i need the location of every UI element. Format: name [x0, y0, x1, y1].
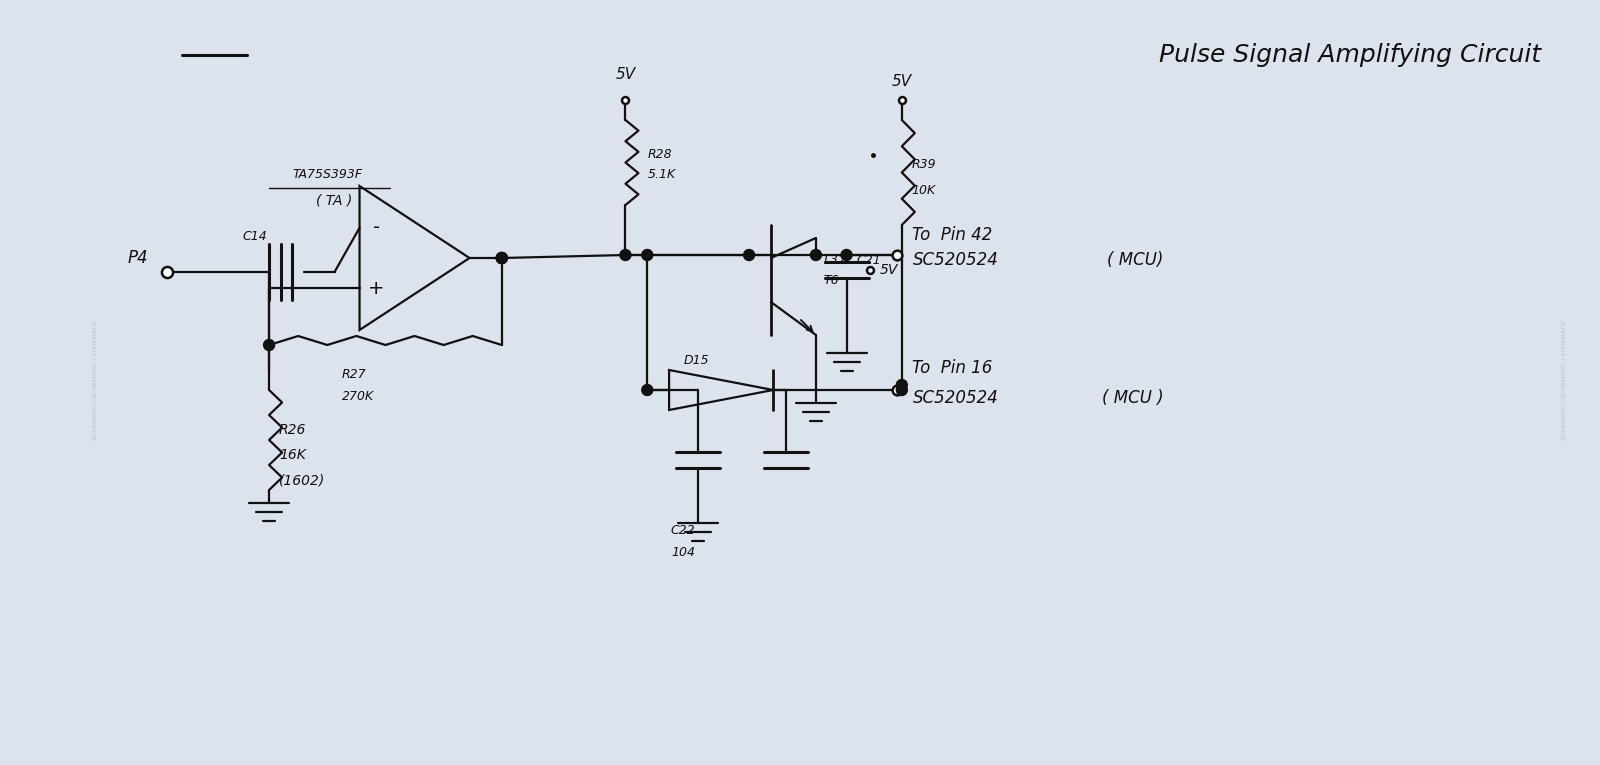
Circle shape: [842, 249, 853, 261]
Circle shape: [496, 252, 507, 263]
Text: P4: P4: [128, 249, 149, 267]
Text: C14: C14: [242, 230, 267, 243]
Text: SCHEMATIC / SCHEMATIC / SCHEMATIC: SCHEMATIC / SCHEMATIC / SCHEMATIC: [1562, 320, 1566, 441]
Text: C21: C21: [856, 253, 882, 266]
Text: SC520524: SC520524: [912, 251, 998, 269]
Circle shape: [642, 385, 653, 396]
Circle shape: [896, 385, 907, 396]
Text: ( MCU ): ( MCU ): [1102, 389, 1165, 407]
Text: +: +: [368, 278, 384, 298]
Circle shape: [811, 249, 821, 261]
Text: ( MCU): ( MCU): [1107, 251, 1163, 269]
Circle shape: [264, 340, 275, 350]
Text: To  Pin 42: To Pin 42: [912, 226, 994, 244]
Text: To  Pin 16: To Pin 16: [912, 359, 994, 377]
Text: C22: C22: [670, 523, 696, 536]
Text: 5V: 5V: [616, 67, 635, 82]
Text: R39: R39: [912, 158, 936, 171]
Text: 16K: 16K: [278, 448, 306, 462]
Text: TA75S393F: TA75S393F: [293, 168, 362, 181]
Circle shape: [619, 249, 630, 261]
Circle shape: [896, 379, 907, 390]
Text: -: -: [373, 218, 381, 237]
Circle shape: [496, 252, 507, 263]
Text: SC520524: SC520524: [912, 389, 998, 407]
Text: 5V: 5V: [891, 74, 912, 90]
Text: Pulse Signal Amplifying Circuit: Pulse Signal Amplifying Circuit: [1158, 43, 1541, 67]
Text: L32: L32: [824, 253, 846, 266]
Text: 5V: 5V: [880, 263, 898, 277]
Text: R27: R27: [342, 369, 366, 382]
Text: R26: R26: [278, 423, 307, 437]
Text: T6: T6: [824, 274, 840, 287]
Text: R28: R28: [648, 148, 672, 161]
Text: SCHEMATIC / SCHEMATIC / SCHEMATIC: SCHEMATIC / SCHEMATIC / SCHEMATIC: [93, 320, 98, 441]
Circle shape: [642, 249, 653, 261]
Text: 270K: 270K: [342, 390, 374, 403]
Text: D15: D15: [685, 353, 710, 366]
Text: 5.1K: 5.1K: [648, 168, 675, 181]
Text: 104: 104: [670, 545, 694, 558]
Text: ( TA ): ( TA ): [317, 193, 352, 207]
Circle shape: [496, 252, 507, 263]
Circle shape: [744, 249, 755, 261]
Text: 10K: 10K: [912, 184, 936, 197]
Text: (1602): (1602): [278, 473, 325, 487]
